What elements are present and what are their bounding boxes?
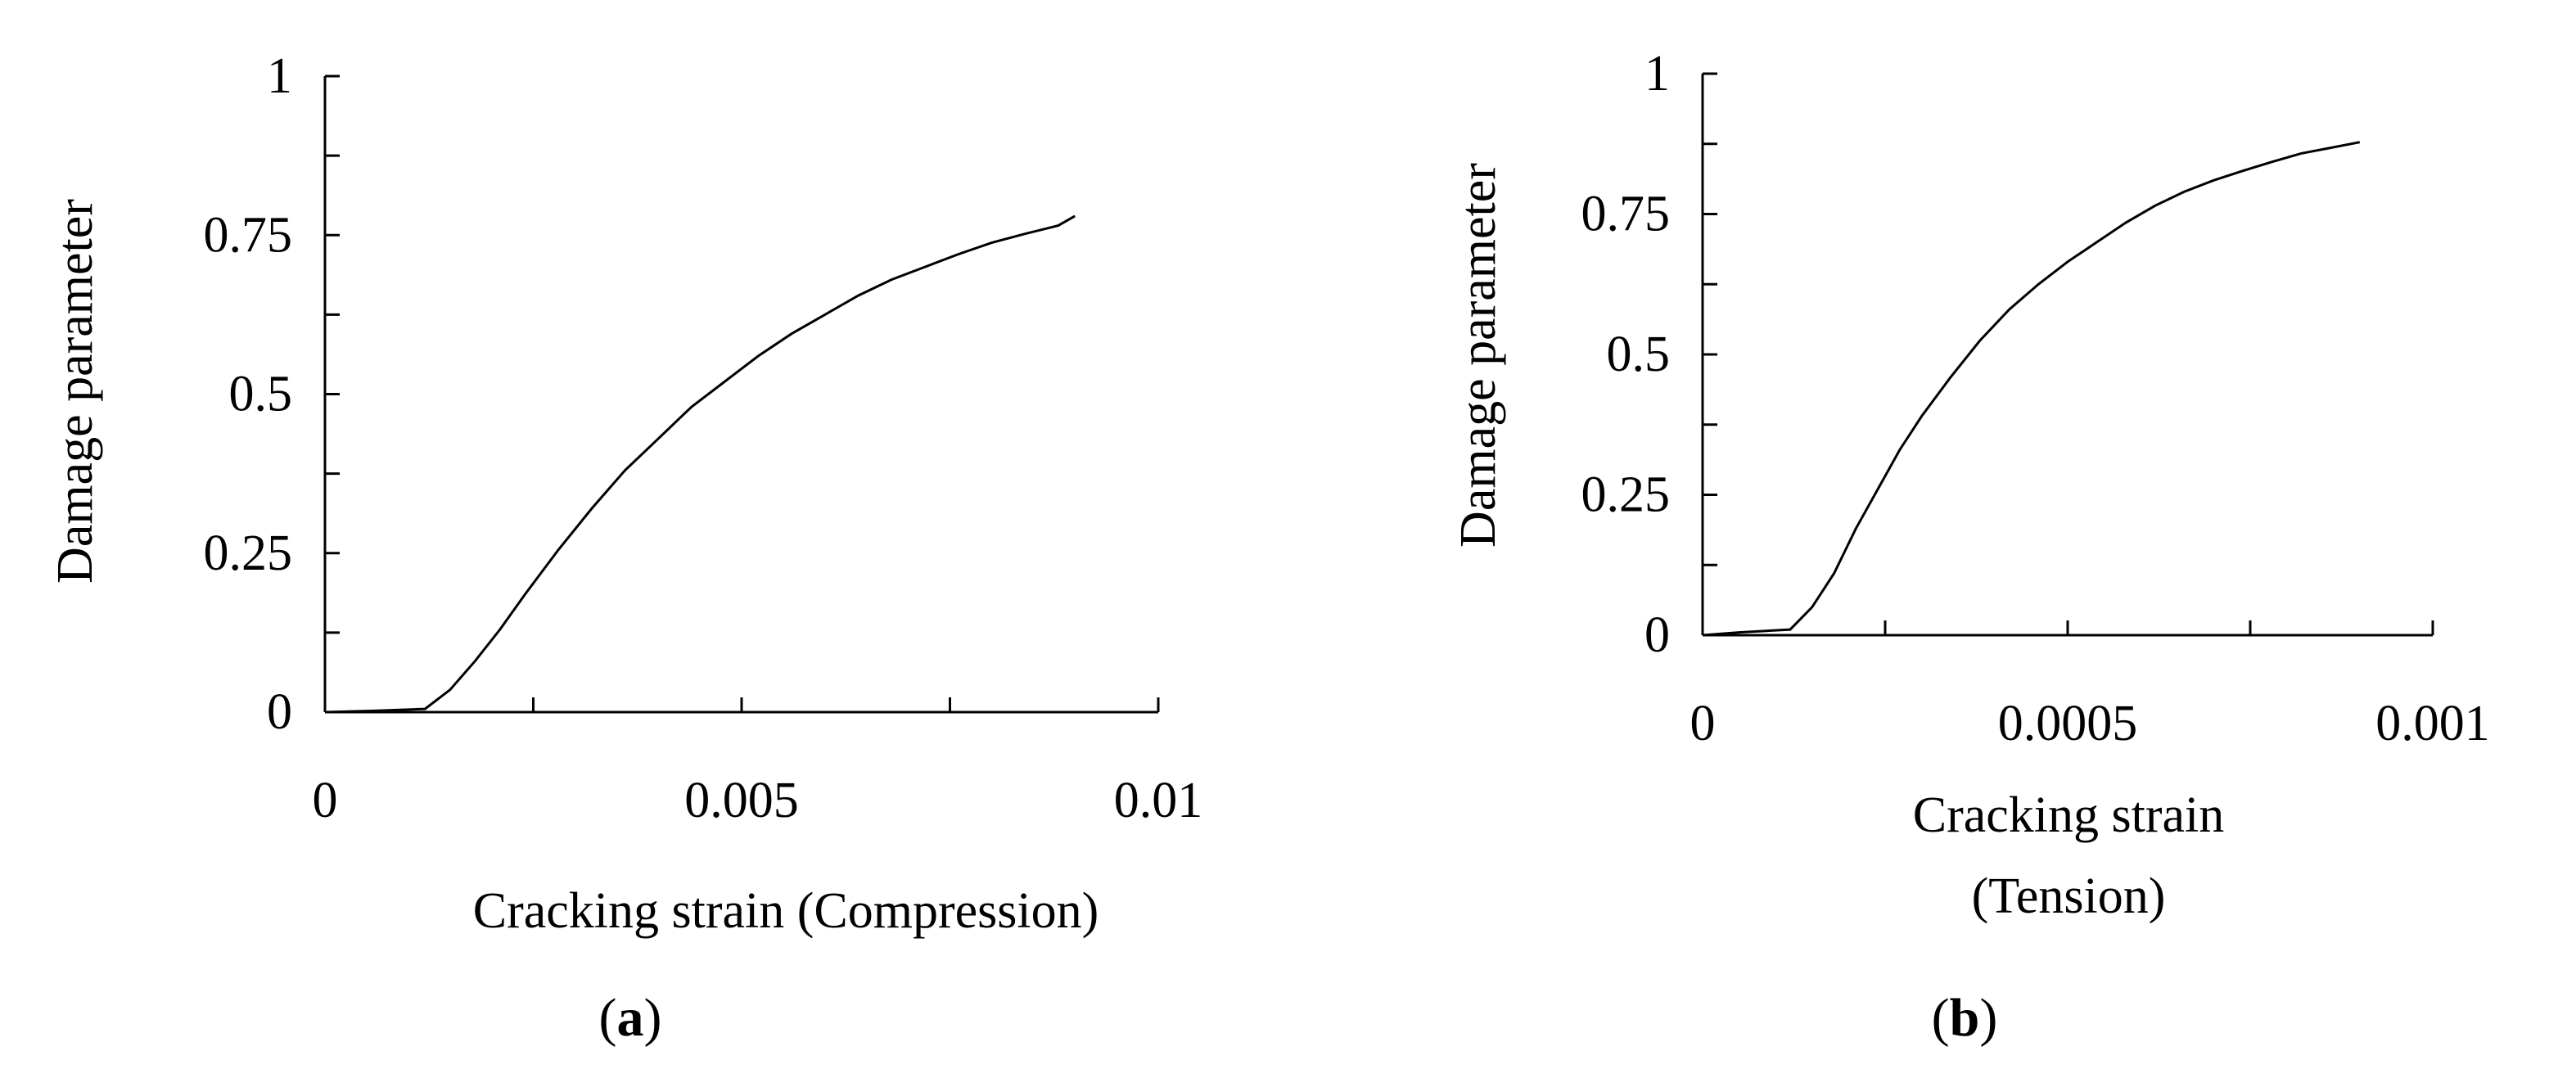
y-tick-label: 0.5	[1607, 327, 1671, 382]
y-tick-label: 0.5	[229, 367, 293, 422]
y-tick-label: 0.75	[1581, 187, 1671, 242]
x-tick-label: 0	[1690, 696, 1716, 751]
y-tick-label: 0	[1644, 607, 1670, 663]
chart-panel-a: 0 0.25 0.5 0.75 1 0 0.005 0.01 Damage parameter…	[47, 48, 1202, 1048]
chart-b-xlabel-line2: (Tension)	[1972, 868, 2166, 924]
series-line	[1702, 141, 2361, 637]
chart-b-xlabel: Cracking strain	[1913, 787, 2225, 843]
y-tick-label: 1	[1644, 46, 1670, 101]
x-tick-label: 0	[313, 773, 338, 828]
x-tick-label: 0.001	[2375, 696, 2490, 751]
series-line	[324, 214, 1076, 714]
x-tick-label: 0.005	[684, 773, 799, 828]
panel-label-b: (b)	[1932, 988, 1998, 1048]
chart-a-marks: 0 0.25 0.5 0.75 1 0 0.005 0.01	[204, 48, 1203, 828]
x-tick-label: 0.0005	[1998, 696, 2138, 751]
y-tick-label: 1	[267, 48, 292, 104]
x-tick-label: 0.01	[1114, 773, 1203, 828]
panel-letter-b: b	[1950, 988, 1980, 1048]
y-tick-label: 0	[267, 684, 292, 740]
chart-a-ylabel: Damage parameter	[47, 199, 103, 584]
y-tick-label: 0.75	[204, 207, 293, 263]
panel-letter-a: a	[617, 988, 644, 1048]
y-tick-label: 0.25	[1581, 467, 1671, 523]
panel-label-a: (a)	[599, 988, 662, 1048]
y-tick-label: 0.25	[204, 525, 293, 581]
chart-b-marks: 0 0.25 0.5 0.75 1 0 0.0005 0.001	[1581, 46, 2490, 751]
chart-panel-b: 0 0.25 0.5 0.75 1 0 0.0005 0.001 Damage paramet…	[1450, 46, 2490, 1048]
chart-a-xlabel: Cracking strain (Compression)	[473, 883, 1099, 939]
chart-b-ylabel: Damage parameter	[1450, 163, 1506, 548]
